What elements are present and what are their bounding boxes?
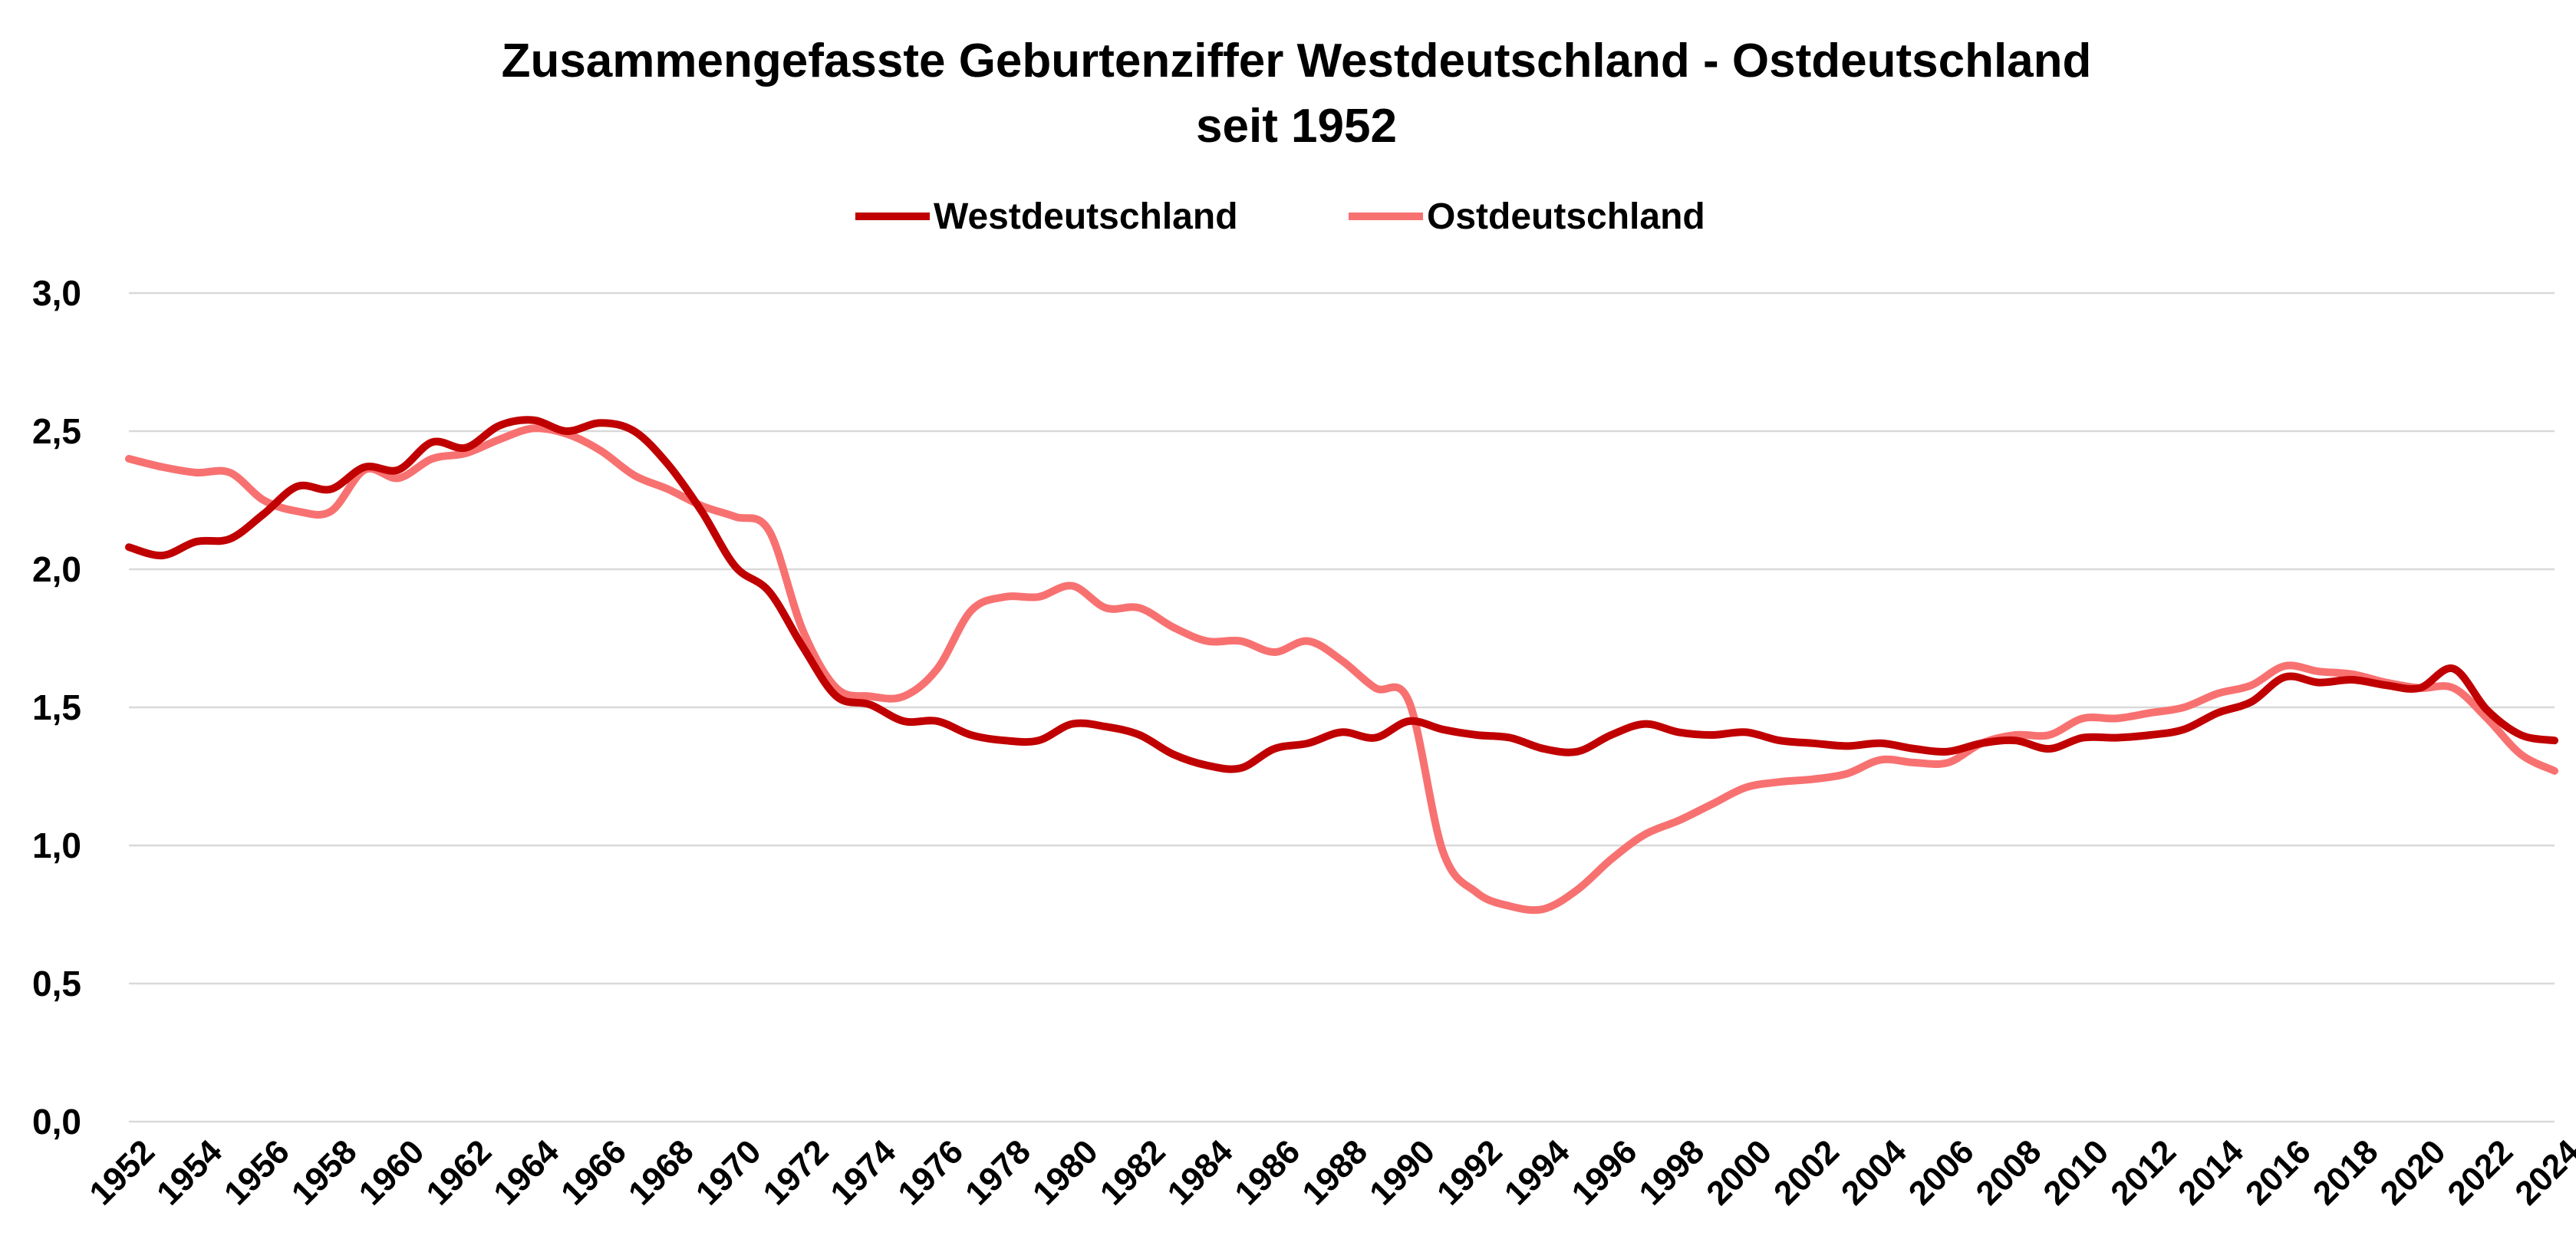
x-tick-label: 2010 bbox=[2036, 1132, 2116, 1212]
x-tick-label: 2012 bbox=[2103, 1132, 2183, 1212]
legend-label-westdeutschland: Westdeutschland bbox=[934, 196, 1238, 237]
x-tick-label: 1960 bbox=[352, 1132, 432, 1212]
x-tick-label: 1956 bbox=[217, 1132, 297, 1212]
x-tick-label: 1964 bbox=[486, 1132, 566, 1212]
y-tick-label: 2,5 bbox=[32, 411, 81, 451]
series-line-westdeutschland bbox=[125, 416, 2558, 773]
y-axis: 0,0 0,5 1,0 1,5 2,0 2,5 3,0 bbox=[32, 273, 81, 1142]
x-tick-label: 1976 bbox=[891, 1132, 970, 1212]
x-tick-label: 2018 bbox=[2306, 1132, 2386, 1212]
x-tick-label: 1958 bbox=[285, 1132, 364, 1212]
x-tick-label: 1986 bbox=[1227, 1132, 1307, 1212]
x-tick-label: 1972 bbox=[756, 1132, 836, 1212]
series-line-ostdeutschland bbox=[125, 424, 2558, 915]
x-tick-label: 2008 bbox=[1969, 1132, 2049, 1212]
x-tick-label: 2002 bbox=[1767, 1132, 1846, 1212]
x-tick-label: 1966 bbox=[554, 1132, 634, 1212]
x-tick-label: 2006 bbox=[1902, 1132, 1981, 1212]
x-tick-label: 2014 bbox=[2171, 1132, 2251, 1212]
x-axis: 1952195419561958196019621964196619681970… bbox=[82, 1132, 2576, 1212]
x-tick-label: 1962 bbox=[419, 1132, 499, 1212]
y-tick-label: 0,0 bbox=[32, 1102, 81, 1142]
x-tick-label: 1992 bbox=[1430, 1132, 1510, 1212]
x-tick-label: 1988 bbox=[1295, 1132, 1375, 1212]
y-tick-label: 3,0 bbox=[32, 273, 81, 313]
x-tick-label: 1982 bbox=[1093, 1132, 1173, 1212]
x-tick-label: 1980 bbox=[1026, 1132, 1105, 1212]
y-tick-label: 1,5 bbox=[32, 687, 81, 727]
legend-label-ostdeutschland: Ostdeutschland bbox=[1427, 196, 1705, 237]
x-tick-label: 2024 bbox=[2508, 1132, 2576, 1212]
x-tick-label: 2000 bbox=[1699, 1132, 1779, 1212]
x-tick-label: 1952 bbox=[82, 1132, 162, 1212]
x-tick-label: 2004 bbox=[1834, 1132, 1914, 1212]
x-tick-label: 1990 bbox=[1362, 1132, 1442, 1212]
x-tick-label: 1968 bbox=[621, 1132, 701, 1212]
y-tick-label: 0,5 bbox=[32, 964, 81, 1003]
x-tick-label: 2022 bbox=[2440, 1132, 2520, 1212]
x-tick-label: 1998 bbox=[1632, 1132, 1711, 1212]
x-tick-label: 1970 bbox=[689, 1132, 769, 1212]
x-tick-label: 2016 bbox=[2238, 1132, 2318, 1212]
x-tick-label: 1984 bbox=[1161, 1132, 1240, 1212]
x-tick-label: 1994 bbox=[1497, 1132, 1577, 1212]
x-tick-label: 2020 bbox=[2373, 1132, 2453, 1212]
y-tick-label: 1,0 bbox=[32, 826, 81, 865]
gridlines bbox=[129, 292, 2555, 1123]
legend: Westdeutschland Ostdeutschland bbox=[855, 196, 1705, 237]
x-tick-label: 1974 bbox=[823, 1132, 903, 1212]
x-tick-label: 1978 bbox=[958, 1132, 1038, 1212]
chart-title: Zusammengefasste Geburtenziffer Westdeut… bbox=[502, 35, 2092, 87]
x-tick-label: 1996 bbox=[1565, 1132, 1645, 1212]
series-lines bbox=[125, 416, 2558, 915]
chart-subtitle: seit 1952 bbox=[1196, 100, 1397, 153]
y-tick-label: 2,0 bbox=[32, 549, 81, 589]
x-tick-label: 1954 bbox=[150, 1132, 229, 1212]
